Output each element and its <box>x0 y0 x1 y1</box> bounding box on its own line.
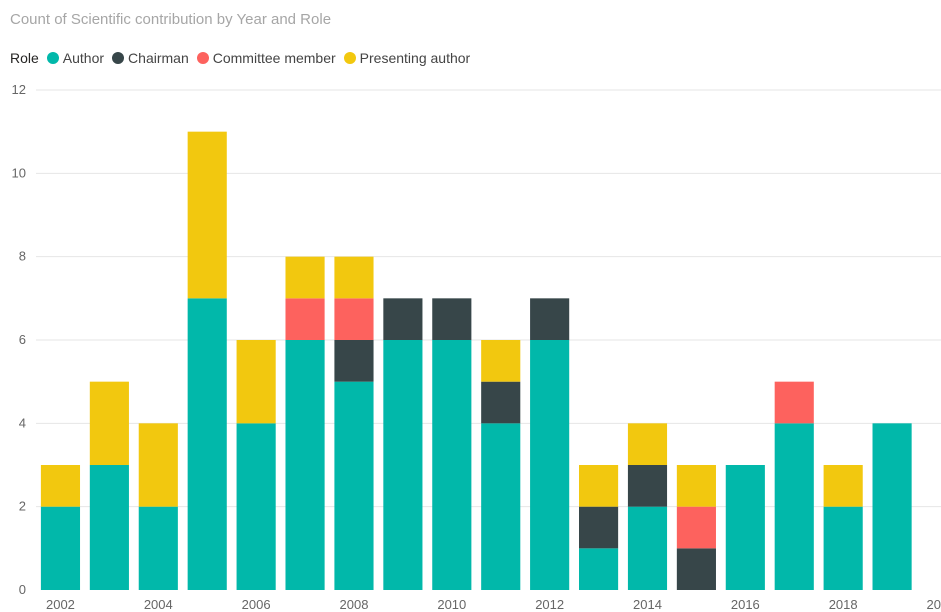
bar-author-2005[interactable] <box>187 298 227 590</box>
bar-presenting-author-2011[interactable] <box>481 340 521 382</box>
legend-label-chairman: Chairman <box>128 50 189 66</box>
legend-item-presenting-author[interactable]: Presenting author <box>343 50 471 66</box>
bar-chairman-2015[interactable] <box>676 548 716 590</box>
bar-chairman-2008[interactable] <box>334 340 374 382</box>
x-tick-label: 2020 <box>927 597 941 612</box>
bar-author-2006[interactable] <box>236 423 276 590</box>
legend-item-chairman[interactable]: Chairman <box>112 50 189 66</box>
bar-author-2011[interactable] <box>481 423 521 590</box>
bar-author-2009[interactable] <box>383 340 423 590</box>
bar-committee-member-2015[interactable] <box>676 506 716 549</box>
bar-chairman-2011[interactable] <box>481 381 521 424</box>
bars <box>40 131 912 590</box>
bar-committee-member-2007[interactable] <box>285 298 325 340</box>
legend-title: Role <box>10 50 39 66</box>
y-tick-label: 10 <box>12 165 26 180</box>
bar-presenting-author-2013[interactable] <box>579 465 619 507</box>
bar-author-2010[interactable] <box>432 340 472 590</box>
x-tick-label: 2016 <box>731 597 760 612</box>
bar-presenting-author-2002[interactable] <box>40 465 81 507</box>
chart-title: Count of Scientific contribution by Year… <box>10 11 332 28</box>
x-tick-label: 2018 <box>829 597 858 612</box>
bar-presenting-author-2008[interactable] <box>334 256 374 299</box>
bar-presenting-author-2003[interactable] <box>89 381 129 465</box>
x-tick-label: 2014 <box>633 597 662 612</box>
bar-committee-member-2008[interactable] <box>334 298 374 340</box>
x-tick-label: 2010 <box>437 597 466 612</box>
y-tick-label: 4 <box>19 415 26 430</box>
bar-chairman-2013[interactable] <box>579 506 619 549</box>
legend-swatch-chairman <box>112 52 125 64</box>
bar-presenting-author-2004[interactable] <box>138 423 178 507</box>
x-tick-label: 2002 <box>46 597 75 612</box>
bar-author-2007[interactable] <box>285 340 325 590</box>
y-tick-label: 6 <box>19 332 26 347</box>
bar-author-2014[interactable] <box>627 506 668 590</box>
bar-author-2016[interactable] <box>725 465 765 590</box>
y-tick-label: 0 <box>19 582 26 597</box>
bar-presenting-author-2018[interactable] <box>823 465 863 507</box>
bar-presenting-author-2015[interactable] <box>676 465 716 507</box>
legend-item-committee-member[interactable]: Committee member <box>196 50 336 66</box>
bar-chairman-2012[interactable] <box>530 298 570 340</box>
bar-author-2018[interactable] <box>823 506 863 590</box>
y-axis: 0 2 4 6 8 10 12 <box>12 82 26 597</box>
legend-label-author: Author <box>62 50 105 66</box>
bar-chairman-2009[interactable] <box>383 298 423 340</box>
bar-presenting-author-2014[interactable] <box>627 423 668 465</box>
bar-chairman-2014[interactable] <box>627 465 668 507</box>
y-tick-label: 2 <box>19 499 26 514</box>
bar-author-2019[interactable] <box>872 423 912 590</box>
x-tick-label: 2008 <box>340 597 369 612</box>
bar-author-2004[interactable] <box>138 506 178 590</box>
legend-swatch-presenting-author <box>343 52 356 64</box>
x-tick-label: 2012 <box>535 597 564 612</box>
legend: Role Author Chairman Committee member Pr… <box>10 50 478 66</box>
legend-item-author[interactable]: Author <box>46 50 105 66</box>
x-axis: 2002 2004 2006 2008 2010 2012 2014 2016 2018 2020 <box>46 597 941 612</box>
bar-author-2017[interactable] <box>774 423 814 590</box>
x-tick-label: 2006 <box>242 597 271 612</box>
bar-author-2012[interactable] <box>530 340 570 590</box>
bar-presenting-author-2006[interactable] <box>236 340 276 424</box>
legend-swatch-committee-member <box>196 52 209 64</box>
legend-label-committee-member: Committee member <box>212 50 336 66</box>
bar-author-2008[interactable] <box>334 381 374 590</box>
bar-presenting-author-2007[interactable] <box>285 256 325 299</box>
bar-author-2013[interactable] <box>579 548 619 590</box>
bar-author-2002[interactable] <box>40 506 81 590</box>
bar-presenting-author-2005[interactable] <box>187 131 227 299</box>
legend-label-presenting-author: Presenting author <box>359 50 471 66</box>
bar-author-2003[interactable] <box>89 465 129 590</box>
y-tick-label: 12 <box>12 82 26 97</box>
legend-swatch-author <box>46 52 59 64</box>
x-tick-label: 2004 <box>144 597 173 612</box>
bar-chairman-2010[interactable] <box>432 298 472 340</box>
bar-committee-member-2017[interactable] <box>774 381 814 424</box>
y-tick-label: 8 <box>19 249 26 264</box>
